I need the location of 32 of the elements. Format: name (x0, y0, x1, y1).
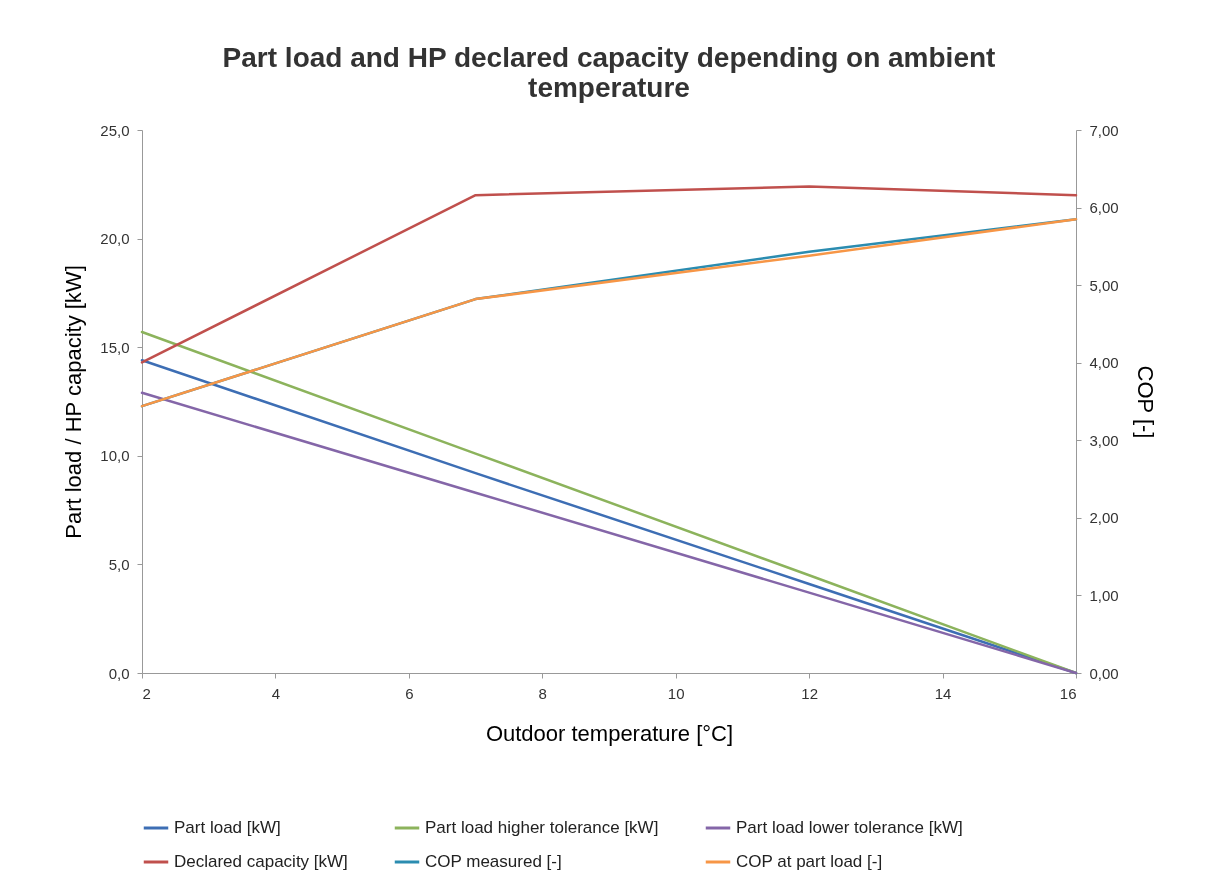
x-tick-label: 14 (934, 684, 952, 702)
x-tick-label: 2 (142, 684, 151, 702)
x-tick-label: 16 (1059, 684, 1077, 702)
y2-tick-label: 3,00 (1089, 431, 1119, 449)
x-tick-label: 8 (538, 684, 547, 702)
y2-tick-label: 1,00 (1089, 586, 1119, 604)
x-axis-title: Outdoor temperature [°C] (485, 720, 734, 746)
x-tick-label: 6 (405, 684, 414, 702)
legend-label: Part load lower tolerance [kW] (736, 818, 963, 837)
y-tick-label: 20,0 (100, 230, 130, 248)
y2-axis-title: COP [-] (1132, 365, 1158, 439)
legend-label: COP measured [-] (425, 852, 562, 871)
y-tick-label: 25,0 (100, 121, 130, 139)
y2-tick-label: 4,00 (1089, 354, 1119, 372)
y2-tick-label: 0,00 (1089, 664, 1119, 682)
x-tick-label: 12 (801, 684, 818, 702)
y-tick-label: 5,0 (108, 555, 130, 573)
y-axis-title: Part load / HP capacity [kW] (61, 265, 87, 539)
y2-tick-label: 6,00 (1089, 199, 1119, 217)
legend-label: Part load [kW] (174, 818, 281, 837)
y-tick-label: 10,0 (100, 447, 130, 465)
y2-tick-label: 7,00 (1089, 121, 1119, 139)
y2-tick-label: 5,00 (1089, 276, 1119, 294)
legend-label: Declared capacity [kW] (174, 852, 348, 871)
y-tick-label: 0,0 (108, 664, 130, 682)
legend-label: COP at part load [-] (736, 852, 883, 871)
x-tick-label: 4 (271, 684, 281, 702)
y-tick-label: 15,0 (100, 338, 130, 356)
legend-label: Part load higher tolerance [kW] (425, 818, 659, 837)
y2-tick-label: 2,00 (1089, 509, 1119, 527)
x-tick-label: 10 (667, 684, 685, 702)
chart-title: Part load and HP declared capacity depending on ambient temperature (222, 42, 996, 103)
